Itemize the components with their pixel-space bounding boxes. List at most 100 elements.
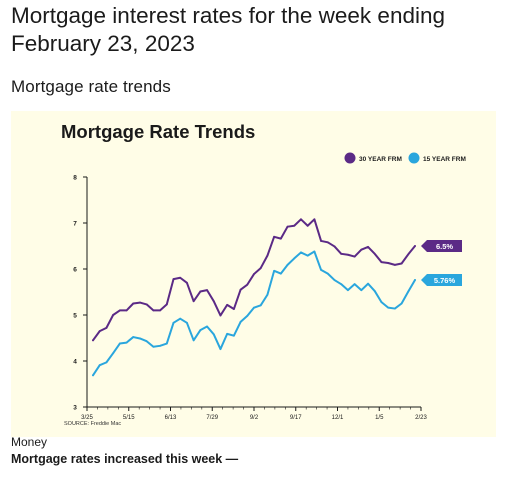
x-tick-label: 7/29 bbox=[206, 415, 218, 421]
data-point-15yr bbox=[333, 279, 336, 281]
chart-title: Mortgage Rate Trends bbox=[61, 121, 255, 142]
data-point-15yr bbox=[98, 364, 101, 367]
data-point-30yr bbox=[219, 314, 222, 317]
data-point-15yr bbox=[212, 333, 215, 336]
end-badge-label-30yr: 6.5% bbox=[436, 242, 453, 251]
data-point-30yr bbox=[293, 224, 296, 227]
data-point-15yr bbox=[226, 332, 229, 335]
data-point-30yr bbox=[326, 241, 329, 244]
data-point-30yr bbox=[186, 281, 188, 284]
data-point-30yr bbox=[192, 300, 195, 303]
y-tick-label: 5 bbox=[73, 313, 77, 320]
data-point-30yr bbox=[179, 276, 182, 279]
data-point-15yr bbox=[273, 269, 276, 272]
data-point-30yr bbox=[132, 302, 135, 305]
end-badge-label-15yr: 5.76% bbox=[434, 276, 456, 285]
data-point-30yr bbox=[266, 254, 269, 257]
data-point-30yr bbox=[152, 309, 155, 312]
data-point-15yr bbox=[165, 342, 168, 345]
y-tick-label: 4 bbox=[73, 359, 77, 366]
data-point-30yr bbox=[125, 309, 128, 312]
data-point-15yr bbox=[246, 315, 249, 317]
data-point-30yr bbox=[393, 263, 396, 266]
data-point-15yr bbox=[407, 290, 410, 293]
data-point-30yr bbox=[199, 290, 202, 293]
x-tick-label: 2/23 bbox=[415, 415, 427, 421]
data-point-15yr bbox=[253, 306, 255, 309]
end-badge-shape-30yr bbox=[421, 240, 462, 252]
data-point-30yr bbox=[139, 301, 141, 304]
data-point-30yr bbox=[118, 309, 121, 312]
data-point-15yr bbox=[206, 325, 208, 328]
data-point-15yr bbox=[139, 337, 141, 340]
data-point-15yr bbox=[300, 251, 302, 254]
data-point-15yr bbox=[105, 361, 108, 364]
y-tick-label: 7 bbox=[73, 221, 77, 228]
data-point-15yr bbox=[112, 352, 115, 355]
data-point-30yr bbox=[165, 303, 168, 306]
data-point-15yr bbox=[340, 283, 343, 286]
data-point-30yr bbox=[253, 273, 255, 275]
data-point-30yr bbox=[380, 261, 383, 263]
image-source: Money bbox=[11, 435, 48, 449]
data-point-15yr bbox=[367, 282, 369, 285]
y-tick-label: 8 bbox=[73, 175, 77, 182]
data-point-30yr bbox=[92, 339, 94, 342]
data-point-30yr bbox=[360, 248, 363, 251]
data-point-30yr bbox=[279, 237, 282, 240]
data-point-30yr bbox=[206, 289, 208, 292]
data-point-15yr bbox=[313, 250, 316, 253]
data-point-15yr bbox=[286, 263, 289, 266]
legend: 30 YEAR FRM 15 YEAR FRM bbox=[344, 152, 466, 164]
series-layer: 6.5% 5.76% bbox=[92, 218, 462, 377]
x-tick-label: 9/2 bbox=[250, 415, 259, 421]
data-point-30yr bbox=[232, 308, 235, 310]
data-point-15yr bbox=[132, 336, 135, 338]
end-badge-shape-15yr bbox=[421, 274, 462, 287]
data-point-30yr bbox=[105, 326, 108, 329]
y-tick-label: 6 bbox=[73, 267, 77, 274]
legend-15yr-label: 15 YEAR FRM bbox=[423, 156, 466, 163]
data-point-15yr bbox=[239, 321, 242, 323]
x-tick-label: 5/15 bbox=[123, 415, 135, 421]
data-point-30yr bbox=[353, 255, 356, 258]
data-point-30yr bbox=[320, 240, 322, 242]
data-point-15yr bbox=[387, 306, 390, 309]
data-point-15yr bbox=[414, 279, 416, 281]
x-tick-label: 12/1 bbox=[332, 415, 344, 421]
y-tick-label: 3 bbox=[73, 405, 77, 412]
data-point-15yr bbox=[125, 341, 128, 344]
data-point-15yr bbox=[192, 339, 195, 342]
mortgage-rate-chart: Mortgage Rate Trends 30 YEAR FRM 15 YEAR… bbox=[61, 121, 466, 427]
data-point-30yr bbox=[273, 235, 276, 238]
data-point-30yr bbox=[407, 253, 410, 256]
data-point-30yr bbox=[347, 253, 349, 256]
data-point-30yr bbox=[286, 225, 289, 228]
data-point-30yr bbox=[333, 245, 336, 248]
data-point-30yr bbox=[145, 303, 148, 306]
x-axis: 3/25 5/15 6/13 7/29 9/2 9/17 12/1 1/5 2/23 bbox=[81, 406, 427, 421]
series-line-15yr bbox=[92, 250, 416, 377]
data-point-30yr bbox=[259, 267, 262, 269]
legend-30yr-label: 30 YEAR FRM bbox=[359, 156, 402, 163]
data-point-30yr bbox=[367, 246, 369, 248]
data-point-30yr bbox=[112, 314, 115, 316]
data-point-15yr bbox=[347, 289, 349, 292]
data-point-30yr bbox=[300, 218, 302, 221]
x-tick-label: 3/25 bbox=[81, 415, 93, 421]
data-point-15yr bbox=[159, 344, 161, 347]
data-point-15yr bbox=[219, 348, 222, 350]
data-point-15yr bbox=[118, 342, 121, 345]
data-point-15yr bbox=[232, 334, 235, 337]
data-point-30yr bbox=[340, 252, 343, 255]
data-point-15yr bbox=[293, 257, 296, 260]
data-point-15yr bbox=[279, 272, 282, 275]
series-line-30yr bbox=[92, 218, 416, 342]
section-title: Mortgage rate trends bbox=[11, 77, 171, 96]
data-point-15yr bbox=[360, 289, 363, 292]
data-point-15yr bbox=[259, 304, 262, 307]
chart-source: SOURCE: Freddie Mac bbox=[64, 421, 121, 427]
image-caption: Mortgage rates increased this week — bbox=[11, 452, 239, 466]
end-badge-15yr: 5.76% bbox=[421, 274, 462, 287]
